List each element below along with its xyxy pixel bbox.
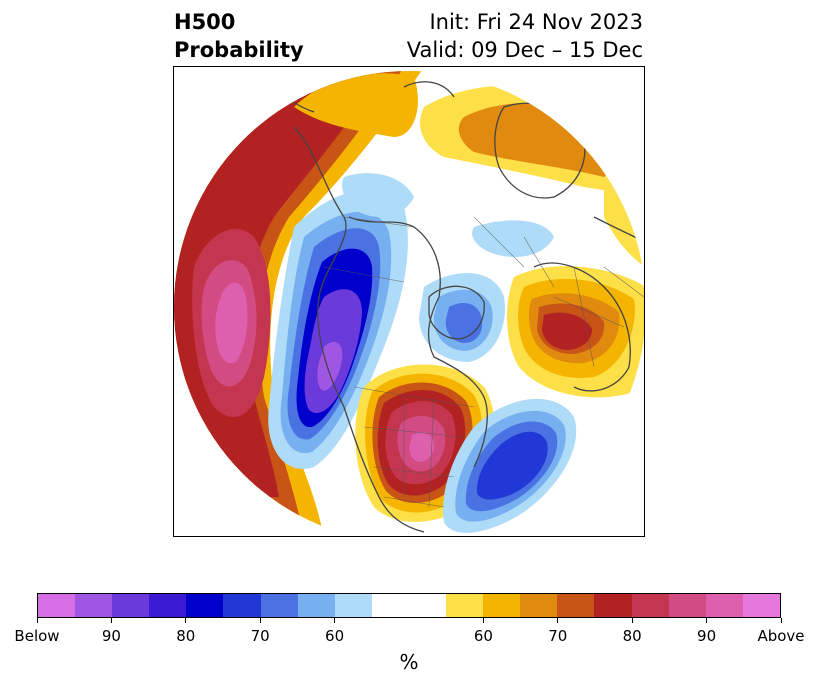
colorbar-segment xyxy=(446,594,484,617)
colorbar-segment xyxy=(408,594,447,617)
colorbar-segment xyxy=(594,594,632,617)
title-left: H500 Probability xyxy=(174,8,304,64)
coastline-north-america xyxy=(293,126,488,533)
colorbar-segment xyxy=(631,594,669,617)
colorbar-tick-label: 90 xyxy=(101,627,121,645)
colorbar-tick-mark xyxy=(706,618,708,623)
colorbar-tick-mark xyxy=(36,618,38,623)
colorbar-segment xyxy=(223,594,261,617)
colorbar-tick-label: 90 xyxy=(697,627,717,645)
colorbar-tick-mark xyxy=(334,618,336,623)
colorbar-tick-mark xyxy=(259,618,261,623)
colorbar-tick-mark xyxy=(185,618,187,623)
colorbar-segment xyxy=(334,594,372,617)
colorbar-tick-label: 70 xyxy=(250,627,270,645)
probability-map xyxy=(174,71,644,536)
colorbar-tick-mark xyxy=(482,618,484,623)
colorbar-tick-label: Below xyxy=(14,627,60,645)
colorbar-tick-mark xyxy=(557,618,559,623)
colorbar xyxy=(37,593,781,618)
title-variable: H500 xyxy=(174,10,236,34)
colorbar-tick-label: Above xyxy=(757,627,805,645)
colorbar-segment xyxy=(742,594,780,617)
colorbar-tick-label: 80 xyxy=(176,627,196,645)
colorbar-segment xyxy=(112,594,150,617)
title-right: Init: Fri 24 Nov 2023 Valid: 09 Dec – 15… xyxy=(407,8,643,64)
colorbar-unit: % xyxy=(399,650,419,674)
colorbar-segment xyxy=(371,594,409,617)
colorbar-segment xyxy=(75,594,113,617)
colorbar-tick-mark xyxy=(631,618,633,623)
colorbar-segment xyxy=(668,594,706,617)
colorbar-segment xyxy=(483,594,521,617)
valid-range: Valid: 09 Dec – 15 Dec xyxy=(406,38,643,62)
colorbar-segment xyxy=(186,594,224,617)
colorbar-tick-label: 60 xyxy=(473,627,493,645)
colorbar-segment xyxy=(520,594,558,617)
country-borders xyxy=(323,216,644,508)
colorbar-segment xyxy=(260,594,298,617)
init-time: Init: Fri 24 Nov 2023 xyxy=(429,10,643,34)
colorbar-tick-label: 60 xyxy=(325,627,345,645)
colorbar-segment xyxy=(38,594,76,617)
colorbar-segment xyxy=(149,594,187,617)
coastline-hudson-bay xyxy=(428,285,485,340)
colorbar-tick-label: 70 xyxy=(548,627,568,645)
map-panel xyxy=(173,66,645,537)
colorbar-tick-mark xyxy=(780,618,782,623)
title-product: Probability xyxy=(174,38,304,62)
colorbar-segment xyxy=(297,594,335,617)
colorbar-segment xyxy=(557,594,595,617)
colorbar-tick-mark xyxy=(110,618,112,623)
colorbar-tick-label: 80 xyxy=(622,627,642,645)
colorbar-segment xyxy=(705,594,743,617)
